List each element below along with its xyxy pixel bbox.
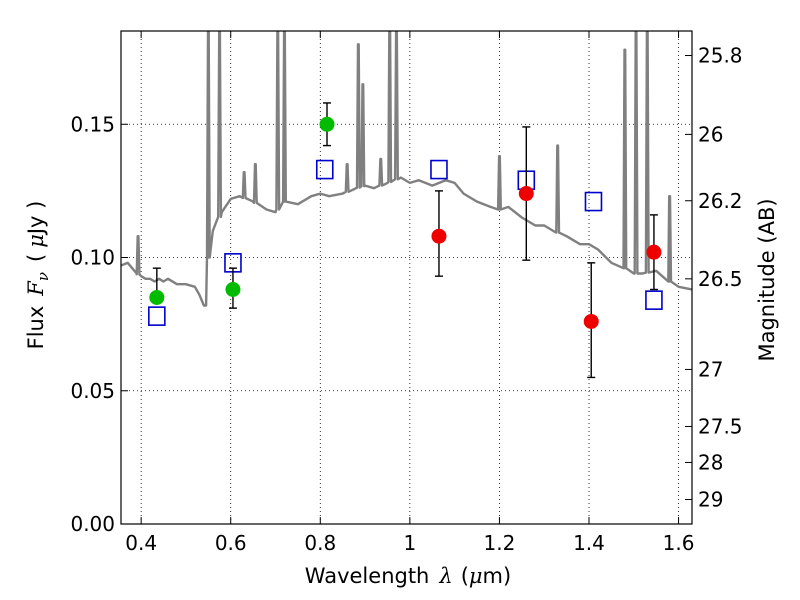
- model-square-point: [584, 191, 603, 212]
- x-tick-label: 1: [403, 531, 416, 555]
- y2-axis-label: Magnitude (AB): [755, 198, 779, 361]
- y2-tick-label: 27.5: [698, 414, 743, 438]
- y2-tick-label: 27: [698, 357, 723, 381]
- x-tick-label: 0.8: [304, 531, 336, 555]
- plot-frame: [120, 30, 693, 525]
- red-data-point: [431, 228, 447, 244]
- y2-tick-label: 26.2: [698, 189, 743, 213]
- spectrum-line: [121, 31, 692, 307]
- model-square-point: [645, 290, 663, 310]
- red-data-point: [646, 244, 662, 260]
- y-tick-label: 0.05: [70, 379, 115, 403]
- axes: 0.4 0.6 0.8 1 1.2 1.4 1.6 0.00 0.05 0.10 0.15 25.8 2…: [70, 31, 743, 555]
- y2-tick-label: 25.8: [698, 44, 743, 68]
- y-tick-label: 0.00: [70, 512, 115, 536]
- green-data-point: [225, 281, 241, 297]
- y-tick-label: 0.10: [70, 246, 115, 270]
- y2-tick-label: 26: [698, 122, 723, 146]
- y-tick-label: 0.15: [70, 112, 115, 136]
- green-data-point: [319, 116, 335, 132]
- x-axis-label: Wavelength λ (μm): [305, 564, 511, 588]
- y2-tick-label: 29: [698, 487, 723, 511]
- x-tick-label: 0.4: [125, 531, 157, 555]
- model-square-point: [315, 159, 334, 180]
- x-tick-label: 1.6: [663, 531, 695, 555]
- green-data-point: [149, 289, 165, 305]
- x-tick-label: 0.6: [215, 531, 247, 555]
- y-axis-label: FluxFν(μJy ): [24, 201, 52, 350]
- plot-area: [121, 31, 692, 379]
- x-tick-label: 1.2: [484, 531, 516, 555]
- model-square-point: [430, 159, 448, 180]
- red-data-point: [518, 186, 534, 202]
- red-data-point: [583, 313, 599, 329]
- y2-tick-label: 28: [698, 450, 723, 474]
- model-square-point: [148, 306, 166, 326]
- y2-tick-label: 26.5: [698, 267, 743, 291]
- x-tick-label: 1.4: [573, 531, 605, 555]
